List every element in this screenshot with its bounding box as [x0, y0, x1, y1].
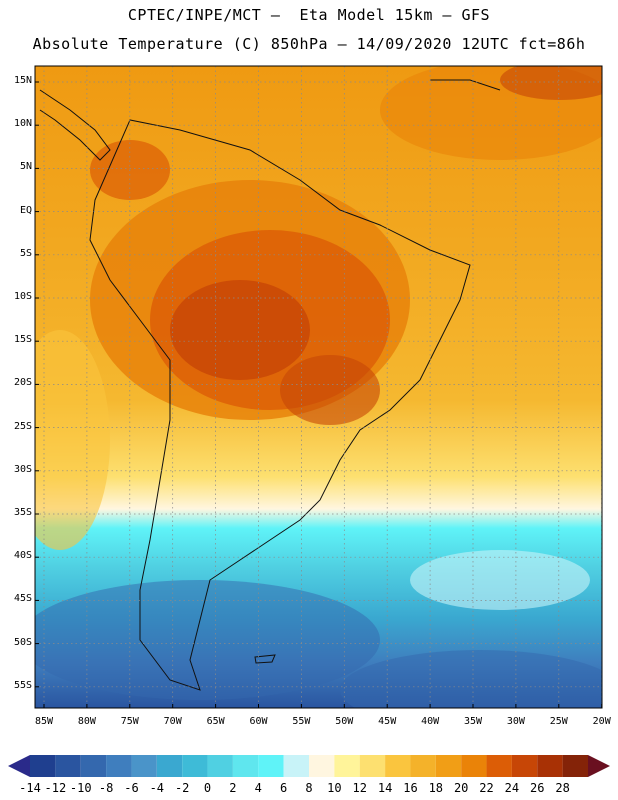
map-title-line2: Absolute Temperature (C) 850hPa – 14/09/… [32, 35, 586, 53]
colorbar-swatch [258, 755, 284, 777]
longitude-label: 70W [163, 716, 182, 727]
longitude-label: 30W [506, 716, 525, 727]
longitude-label: 35W [463, 716, 483, 727]
colorbar-swatch [182, 755, 208, 777]
latitude-label: 10S [13, 291, 32, 302]
colorbar-label: 2 [229, 781, 237, 795]
longitude-label: 40W [421, 716, 440, 727]
colorbar-swatch [511, 755, 538, 777]
colorbar-swatch [131, 755, 157, 777]
colorbar-label: 4 [254, 781, 262, 795]
colorbar-swatch [486, 755, 512, 777]
latitude-label: 55S [13, 679, 32, 691]
colorbar-swatch [334, 755, 360, 777]
colorbar-swatch [562, 755, 588, 777]
colorbar-swatch [80, 755, 107, 777]
colorbar-swatch [207, 755, 233, 777]
temperature-field [35, 66, 602, 708]
colorbar-label: 22 [479, 781, 494, 795]
colorbar-label: 10 [327, 781, 342, 795]
latitude-label: 50S [13, 636, 32, 648]
latitude-label: 5N [19, 161, 32, 173]
longitude-label: 65W [206, 716, 225, 727]
latitude-label: 10N [13, 118, 32, 130]
colorbar-swatch [461, 755, 487, 777]
latitude-label: EQ [19, 204, 32, 216]
longitude-label: 75W [120, 716, 139, 727]
colorbar-swatch [309, 755, 335, 777]
colorbar-label: 28 [555, 781, 570, 795]
colorbar-swatch [410, 755, 436, 777]
latitude-label: 15S [13, 334, 32, 346]
colorbar-swatch [106, 755, 132, 777]
colorbar-label: 8 [305, 781, 313, 795]
map-frame [34, 65, 603, 709]
colorbar-swatch [232, 755, 259, 777]
colorbar-label: -14 [19, 781, 41, 795]
caribbean-islands [430, 79, 501, 91]
colorbar-swatch [385, 755, 411, 777]
colorbar-label: 0 [203, 781, 212, 795]
latitude-label: 45S [13, 593, 32, 605]
longitude-label: 50W [335, 716, 354, 727]
colorbar-label: 14 [377, 781, 393, 795]
latitude-label: 15N [13, 75, 32, 86]
colorbar-label: -4 [149, 781, 165, 795]
colorbar-low-arrow [8, 755, 30, 777]
colorbar-label: 18 [428, 781, 444, 795]
colorbar-swatch [156, 755, 183, 777]
colorbar-swatch [55, 755, 81, 777]
longitude-label: 45W [378, 716, 397, 727]
colorbar-label: 16 [403, 781, 418, 795]
colorbar-swatch [435, 755, 462, 777]
colorbar-label: -10 [69, 781, 92, 795]
colorbar [8, 755, 610, 777]
colorbar-label: -6 [124, 781, 139, 795]
longitude-label: 85W [34, 716, 54, 727]
continent-outline [89, 119, 471, 691]
map-title-line1: CPTEC/INPE/MCT – Eta Model 15km – GFS [127, 6, 491, 24]
colorbar-label: -8 [98, 781, 114, 795]
falklands-outline [254, 654, 276, 664]
latitude-label: 25S [13, 420, 32, 432]
colorbar-label: 24 [504, 781, 520, 795]
colorbar-swatch [30, 755, 56, 777]
colorbar-high-arrow [588, 755, 610, 777]
colorbar-label: -12 [44, 781, 67, 795]
colorbar-swatch [359, 755, 386, 777]
latitude-label: 20S [13, 377, 32, 389]
longitude-label: 25W [549, 716, 568, 727]
latitude-label: 40S [13, 550, 32, 562]
longitude-label: 55W [292, 716, 311, 727]
axis-ticks [35, 81, 603, 708]
graticule [35, 66, 602, 708]
colorbar-label: 6 [280, 781, 288, 795]
latitude-label: 5S [19, 247, 32, 259]
latitude-label: 35S [13, 507, 32, 518]
colorbar-swatch [283, 755, 309, 777]
latitude-label: 30S [13, 463, 32, 475]
central-america-outline [39, 89, 111, 161]
colorbar-label: 20 [453, 781, 469, 795]
colorbar-label: -2 [174, 781, 190, 795]
colorbar-label: 12 [352, 781, 367, 795]
longitude-label: 80W [77, 716, 96, 727]
colorbar-swatch [537, 755, 563, 777]
colorbar-label: 26 [530, 781, 545, 795]
longitude-label: 60W [249, 716, 268, 727]
longitude-label: 20W [592, 716, 611, 727]
